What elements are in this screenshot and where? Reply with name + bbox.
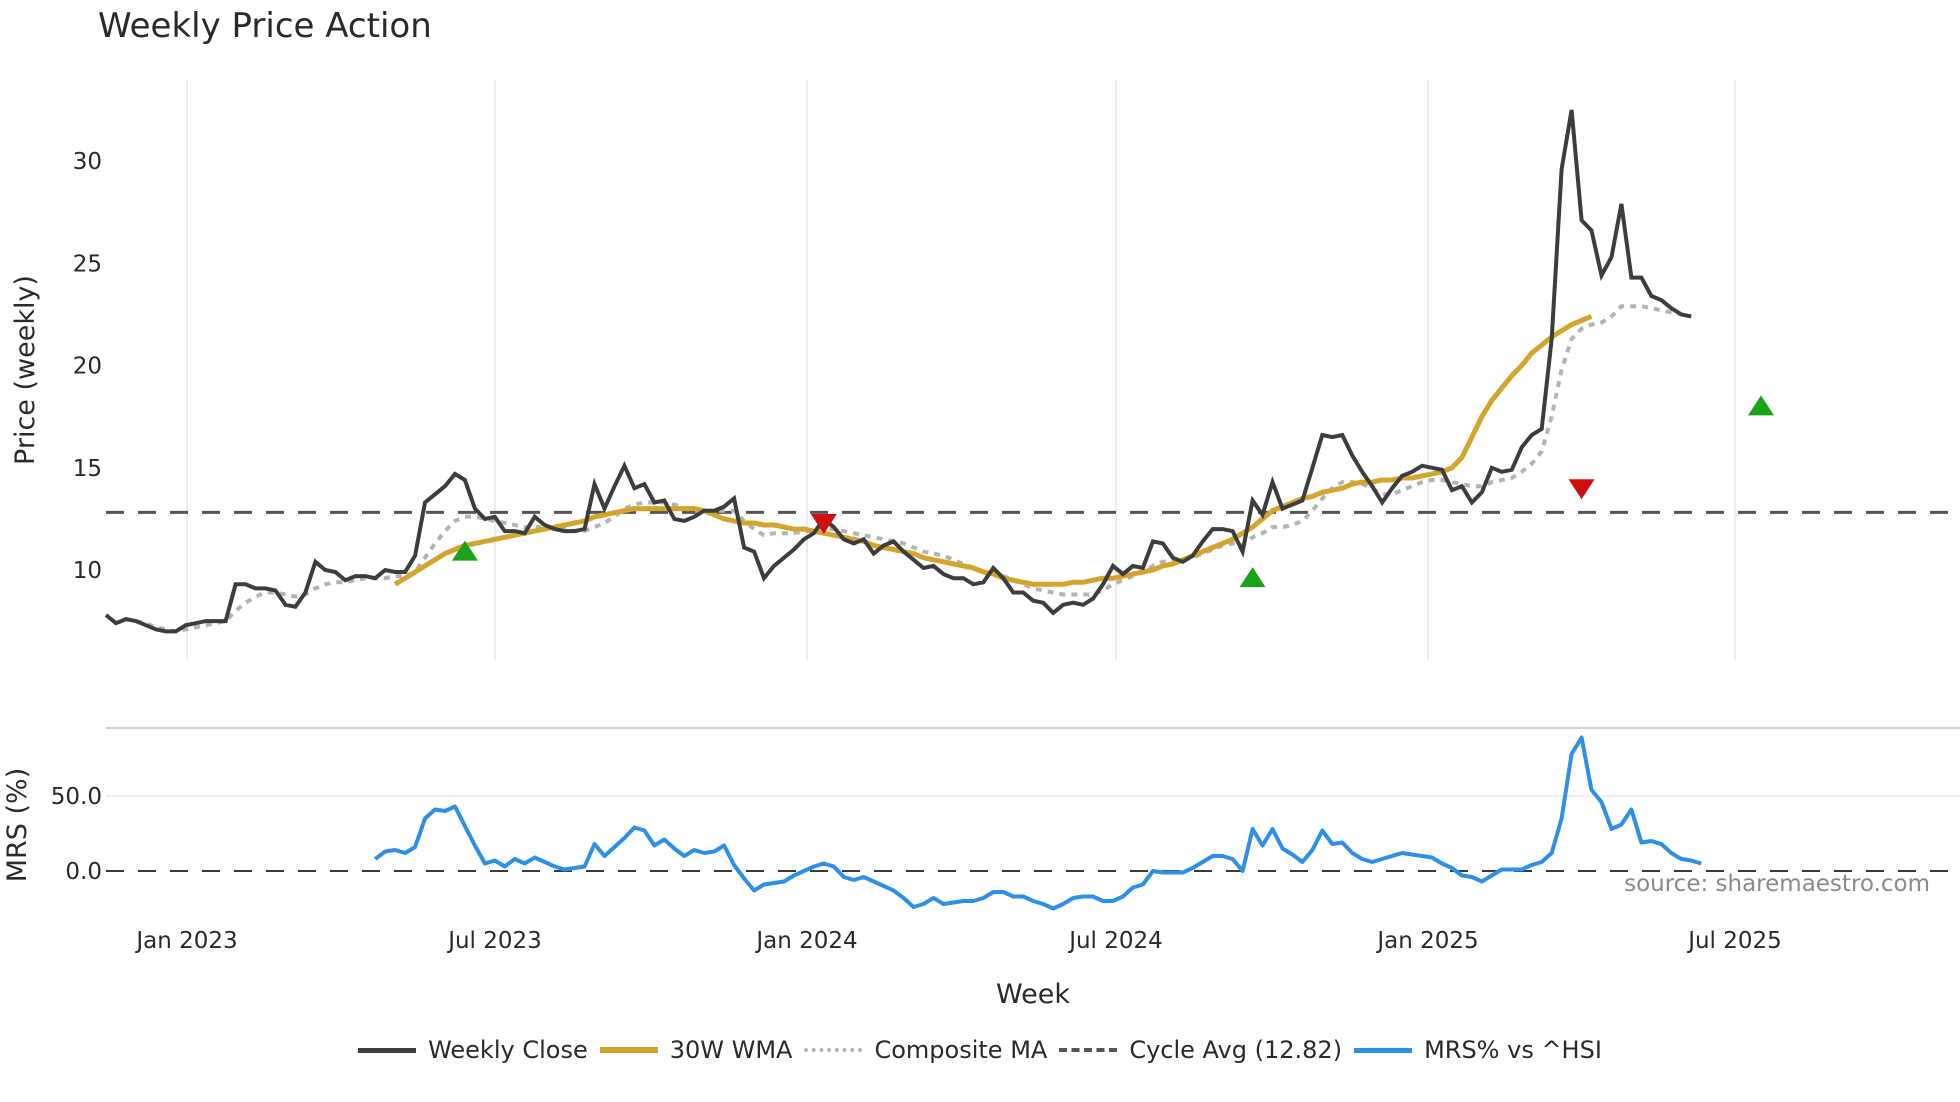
y-tick-label: 50.0 (51, 784, 102, 810)
y-tick-label: 0.0 (65, 859, 102, 885)
legend-label: Composite MA (874, 1036, 1047, 1064)
x-tick-label: Jul 2025 (1686, 928, 1782, 954)
legend-label: MRS% vs ^HSI (1424, 1036, 1602, 1064)
mrs-y-axis: 0.0 50.0 (51, 784, 102, 885)
legend-swatch-icon (358, 1048, 416, 1053)
vertical-gridlines (187, 80, 1735, 660)
x-tick-label: Jul 2024 (1067, 928, 1163, 954)
legend-item-30w-wma[interactable]: 30W WMA (600, 1036, 793, 1064)
legend-item-mrs[interactable]: MRS% vs ^HSI (1354, 1036, 1602, 1064)
y-tick-label: 10 (73, 558, 102, 584)
legend-label: Cycle Avg (12.82) (1129, 1036, 1342, 1064)
y-tick-label: 30 (73, 149, 102, 175)
buy-signal-triangle-up-icon (1240, 567, 1266, 587)
mrs-y-axis-label: MRS (%) (2, 768, 33, 883)
mrs-line (375, 738, 1701, 909)
legend-label: Weekly Close (428, 1036, 588, 1064)
x-axis-ticks: Jan 2023 Jul 2023 Jan 2024 Jul 2024 Jan 2025… (134, 928, 1781, 954)
source-note: source: sharemaestro.com (1624, 871, 1930, 897)
price-y-axis: 10 15 20 25 30 (73, 149, 102, 584)
x-tick-label: Jan 2023 (134, 928, 237, 954)
price-y-axis-label: Price (weekly) (10, 275, 41, 465)
sell-signal-triangle-down-icon (1569, 479, 1595, 499)
buy-signal-triangle-up-icon (1748, 395, 1774, 415)
legend-item-cycle-avg[interactable]: Cycle Avg (12.82) (1059, 1036, 1342, 1064)
legend-label: 30W WMA (670, 1036, 793, 1064)
legend: Weekly Close 30W WMA Composite MA Cycle … (0, 1036, 1960, 1064)
x-tick-label: Jan 2024 (754, 928, 857, 954)
legend-swatch-icon (804, 1048, 862, 1052)
wma-30w-line (395, 316, 1591, 584)
legend-swatch-icon (600, 1047, 658, 1053)
legend-swatch-icon (1059, 1048, 1117, 1052)
legend-item-weekly-close[interactable]: Weekly Close (358, 1036, 588, 1064)
legend-item-composite-ma[interactable]: Composite MA (804, 1036, 1047, 1064)
x-axis-label: Week (996, 979, 1070, 1010)
weekly-close-line (106, 110, 1691, 632)
y-tick-label: 15 (73, 456, 102, 482)
chart-canvas: 10 15 20 25 30 0.0 50.0 source: sharemaestro.… (0, 0, 1960, 1102)
x-tick-label: Jan 2025 (1375, 928, 1478, 954)
x-tick-label: Jul 2023 (446, 928, 542, 954)
legend-swatch-icon (1354, 1048, 1412, 1053)
y-tick-label: 20 (73, 354, 102, 380)
composite-ma-line (136, 306, 1691, 631)
y-tick-label: 25 (73, 251, 102, 277)
